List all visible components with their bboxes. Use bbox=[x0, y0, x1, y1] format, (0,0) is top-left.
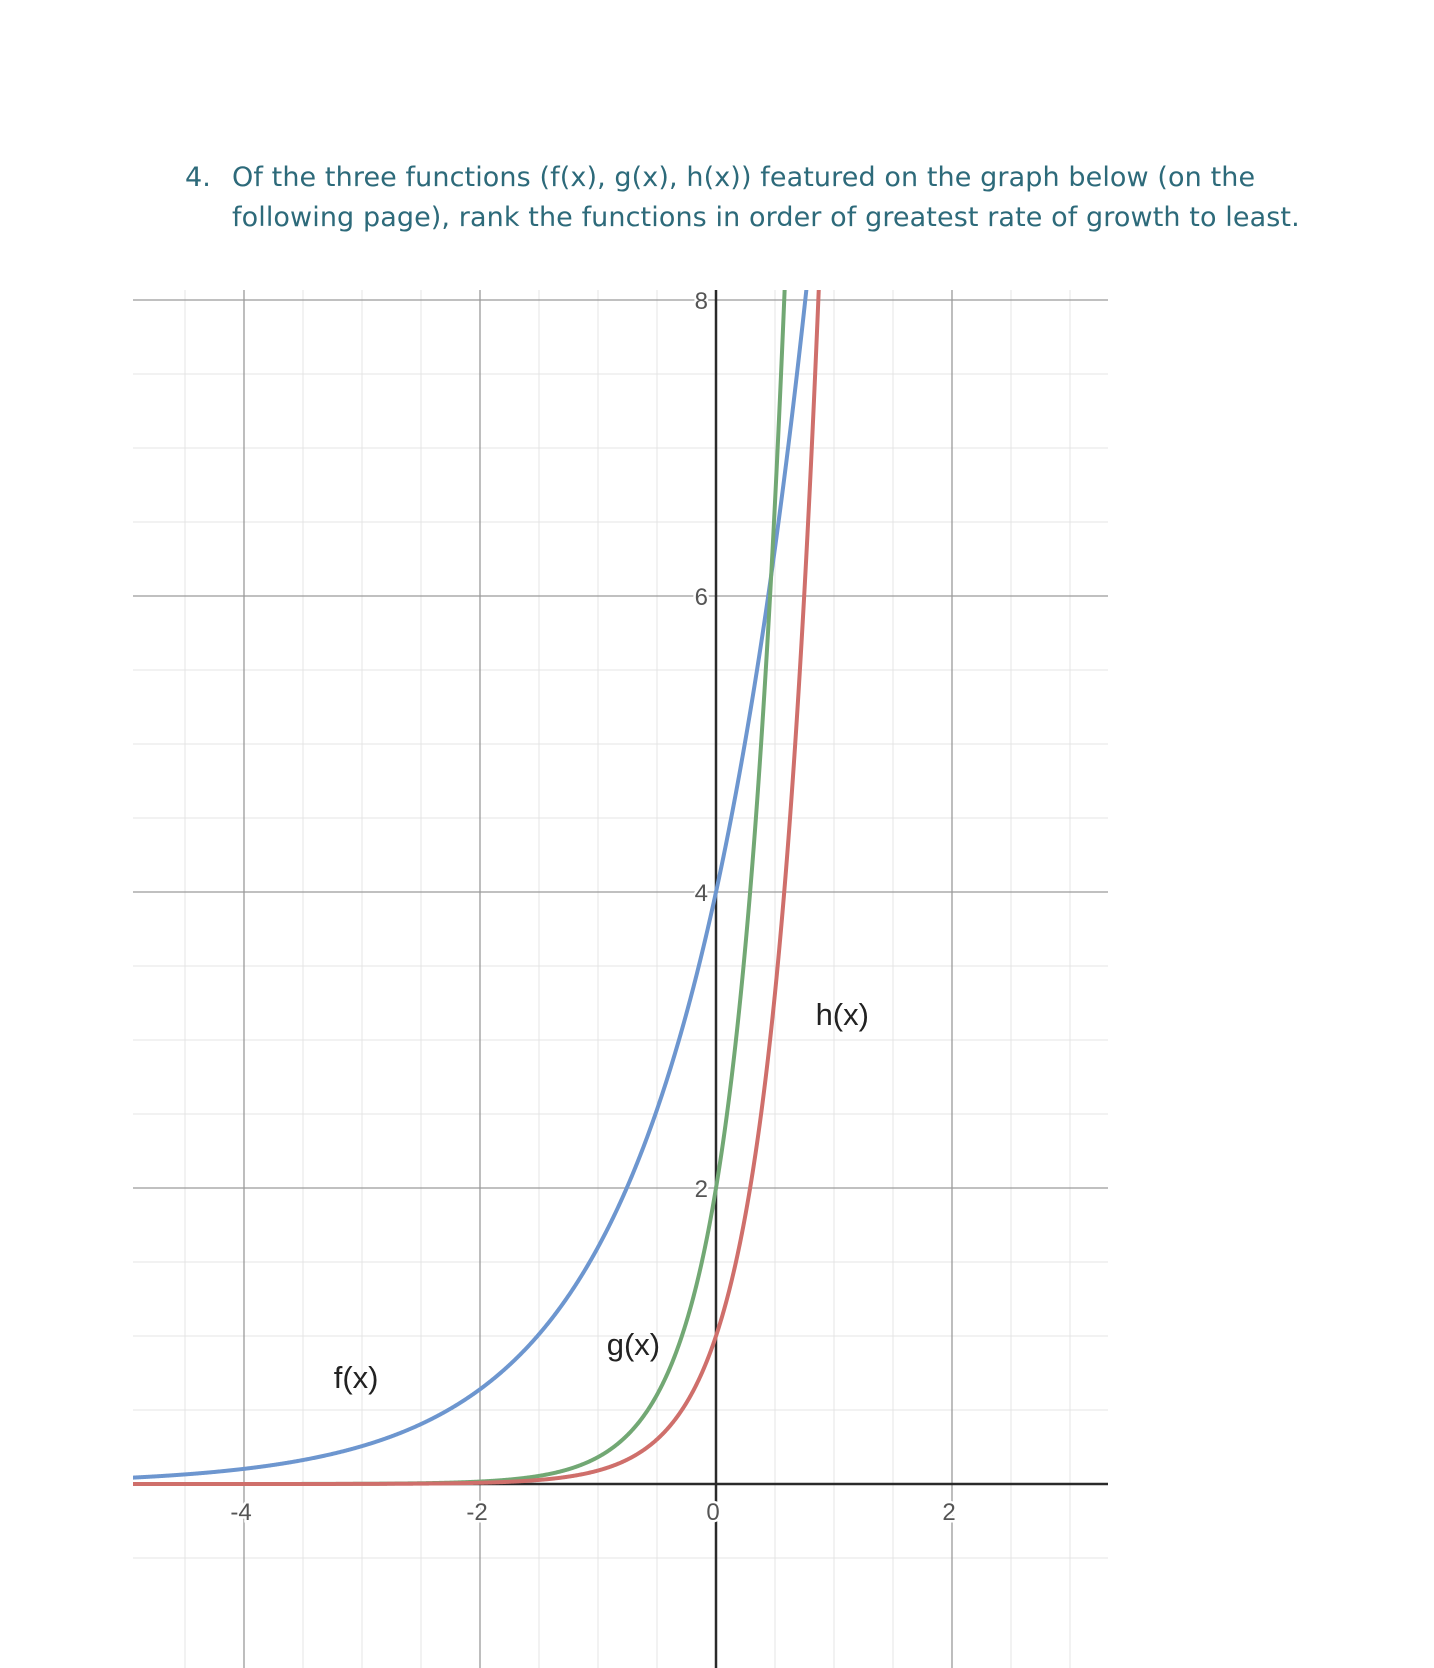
series-curve-hx bbox=[133, 290, 821, 1486]
question-text: Of the three functions (f(x), g(x), h(x)… bbox=[232, 162, 1300, 233]
x-tick-label: 0 bbox=[706, 1499, 719, 1526]
question-number: 4. bbox=[185, 162, 211, 193]
y-tick-label: 8 bbox=[695, 288, 708, 315]
y-tick-label: 6 bbox=[695, 584, 708, 611]
function-labels: f(x) g(x) h(x) bbox=[334, 997, 869, 1395]
series-curve-fx bbox=[133, 290, 809, 1480]
question: 4. Of the three functions (f(x), g(x), h… bbox=[185, 158, 1335, 238]
x-tick-label: 2 bbox=[942, 1499, 955, 1526]
major-grid bbox=[133, 290, 1108, 1668]
series-curves bbox=[133, 290, 821, 1486]
tick-labels: -4 -2 0 2 2 4 6 8 bbox=[228, 286, 958, 1529]
function-label-hx: h(x) bbox=[816, 997, 869, 1032]
series-curve-gx bbox=[133, 290, 787, 1486]
y-tick-label: 4 bbox=[695, 880, 708, 907]
x-tick-label: -2 bbox=[466, 1499, 487, 1526]
minor-grid bbox=[133, 290, 1108, 1668]
function-label-gx: g(x) bbox=[607, 1327, 660, 1362]
y-tick-label: 2 bbox=[695, 1176, 708, 1203]
x-tick-label: -4 bbox=[230, 1499, 251, 1526]
function-label-fx: f(x) bbox=[334, 1360, 379, 1395]
